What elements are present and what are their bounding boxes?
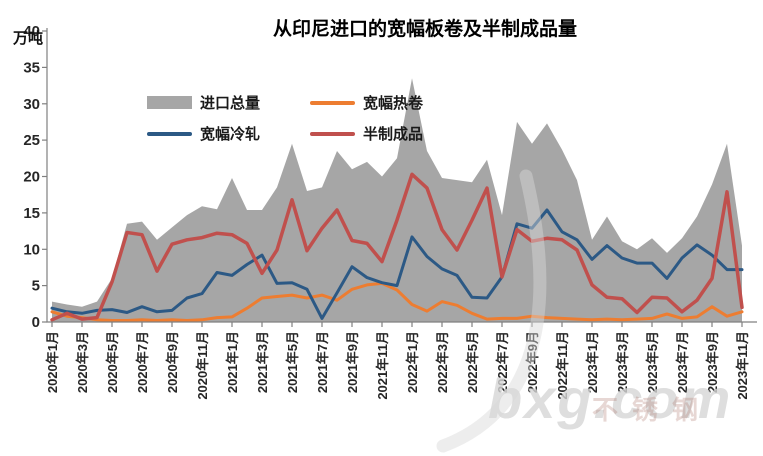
- legend-label-hot-rolled: 宽幅热卷: [363, 95, 424, 112]
- x-tick-label: 2023年5月: [645, 331, 660, 393]
- chart-title: 从印尼进口的宽幅板卷及半制成品量: [272, 19, 577, 40]
- legend-swatch-semi-finished: [310, 131, 355, 136]
- x-tick-label: 2023年7月: [675, 331, 690, 393]
- legend-item-semi-finished: 半制成品: [310, 123, 423, 144]
- x-tick-label: 2021年7月: [315, 331, 330, 393]
- x-tick-label: 2020年9月: [165, 331, 180, 393]
- legend-item-cold-rolled: 宽幅冷轧: [147, 123, 310, 144]
- legend-item-total-imports: 进口总量: [147, 92, 310, 113]
- area-total-imports: [52, 78, 742, 322]
- x-tick-label: 2022年9月: [525, 331, 540, 393]
- legend-label-semi-finished: 半制成品: [363, 126, 424, 143]
- x-tick-label: 2023年3月: [615, 331, 630, 393]
- chart-legend: 进口总量 宽幅热卷 宽幅冷轧 半制成品: [147, 92, 423, 144]
- legend-label-cold-rolled: 宽幅冷轧: [200, 126, 261, 143]
- line-cold-rolled: [50, 208, 744, 320]
- x-tick-label: 2021年11月: [375, 331, 390, 400]
- x-tick-label: 2020年3月: [75, 331, 90, 393]
- watermark-swoosh: [436, 169, 547, 453]
- x-tick-label: 2020年1月: [45, 331, 60, 393]
- x-tick-label: 2022年7月: [495, 331, 510, 393]
- line-hot-rolled: [50, 281, 744, 322]
- x-tick-label: 2021年3月: [255, 331, 270, 393]
- watermark-text: bxg.com: [488, 367, 733, 430]
- legend-swatch-hot-rolled: [310, 100, 355, 105]
- watermark-swoosh-path: [436, 169, 547, 453]
- x-tick-label: 2021年9月: [345, 331, 360, 393]
- y-tick-label: 25: [23, 132, 40, 149]
- legend-swatch-total-imports: [147, 96, 192, 109]
- legend-label-total-imports: 进口总量: [200, 95, 261, 112]
- x-tick-label: 2021年5月: [285, 331, 300, 393]
- x-tick-label: 2023年11月: [735, 331, 750, 400]
- legend-item-hot-rolled: 宽幅热卷: [310, 92, 423, 113]
- x-tick-label: 2022年1月: [405, 331, 420, 393]
- y-tick-label: 15: [23, 205, 40, 222]
- x-tick-label: 2023年1月: [585, 331, 600, 393]
- line-semi-finished: [50, 172, 744, 322]
- y-tick-label: 20: [23, 169, 40, 186]
- x-tick-label: 2020年5月: [105, 331, 120, 393]
- x-tick-label: 2022年5月: [465, 331, 480, 393]
- x-tick-label: 2022年3月: [435, 331, 450, 393]
- y-tick-label: 40: [23, 23, 40, 40]
- x-tick-label: 2022年11月: [555, 331, 570, 400]
- x-tick-label: 2020年11月: [195, 331, 210, 400]
- x-tick-label: 2020年7月: [135, 331, 150, 393]
- x-tick-label: 2023年9月: [705, 331, 720, 393]
- y-tick-label: 30: [23, 96, 40, 113]
- x-tick-label: 2021年1月: [225, 331, 240, 393]
- legend-swatch-cold-rolled: [147, 131, 192, 136]
- watermark-cjk-text: 不锈钢: [592, 395, 713, 425]
- y-axis-unit-label: 万吨: [13, 30, 44, 47]
- y-tick-label: 0: [32, 314, 40, 331]
- y-tick-label: 5: [32, 278, 40, 295]
- y-tick-label: 10: [23, 241, 40, 258]
- y-tick-label: 35: [23, 59, 40, 76]
